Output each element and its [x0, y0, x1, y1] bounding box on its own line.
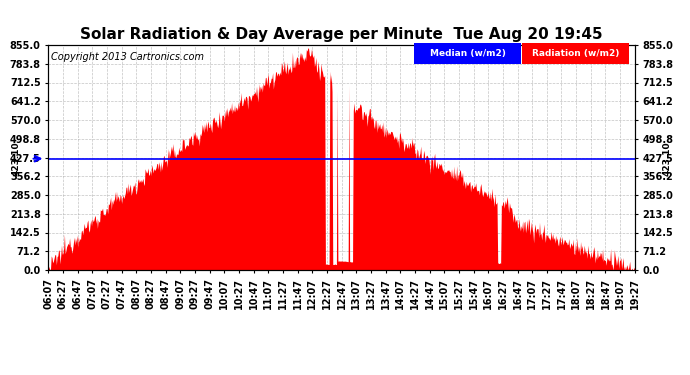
Text: 423.10: 423.10 — [12, 141, 21, 176]
Text: 423.10: 423.10 — [662, 141, 671, 176]
Text: Copyright 2013 Cartronics.com: Copyright 2013 Cartronics.com — [51, 52, 204, 62]
Text: Radiation (w/m2): Radiation (w/m2) — [532, 49, 620, 58]
Title: Solar Radiation & Day Average per Minute  Tue Aug 20 19:45: Solar Radiation & Day Average per Minute… — [80, 27, 603, 42]
Text: Median (w/m2): Median (w/m2) — [430, 49, 505, 58]
